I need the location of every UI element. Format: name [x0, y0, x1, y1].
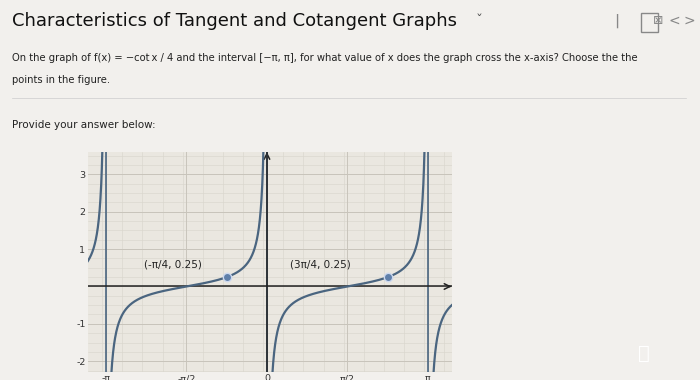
Text: ⊠: ⊠	[653, 14, 664, 27]
Text: points in the figure.: points in the figure.	[12, 75, 110, 85]
Text: ▏: ▏	[616, 14, 626, 28]
Text: >: >	[684, 14, 696, 28]
Text: <: <	[668, 14, 680, 28]
Text: (-π/4, 0.25): (-π/4, 0.25)	[144, 259, 202, 269]
Text: On the graph of f(x) = −cot x / 4 and the interval [−π, π], for what value of x : On the graph of f(x) = −cot x / 4 and th…	[12, 52, 638, 63]
Text: Provide your answer below:: Provide your answer below:	[12, 120, 155, 130]
Text: (3π/4, 0.25): (3π/4, 0.25)	[290, 259, 351, 269]
Text: ⎙: ⎙	[638, 344, 650, 363]
Text: ˇ: ˇ	[476, 14, 483, 28]
Text: Characteristics of Tangent and Cotangent Graphs: Characteristics of Tangent and Cotangent…	[12, 13, 457, 30]
